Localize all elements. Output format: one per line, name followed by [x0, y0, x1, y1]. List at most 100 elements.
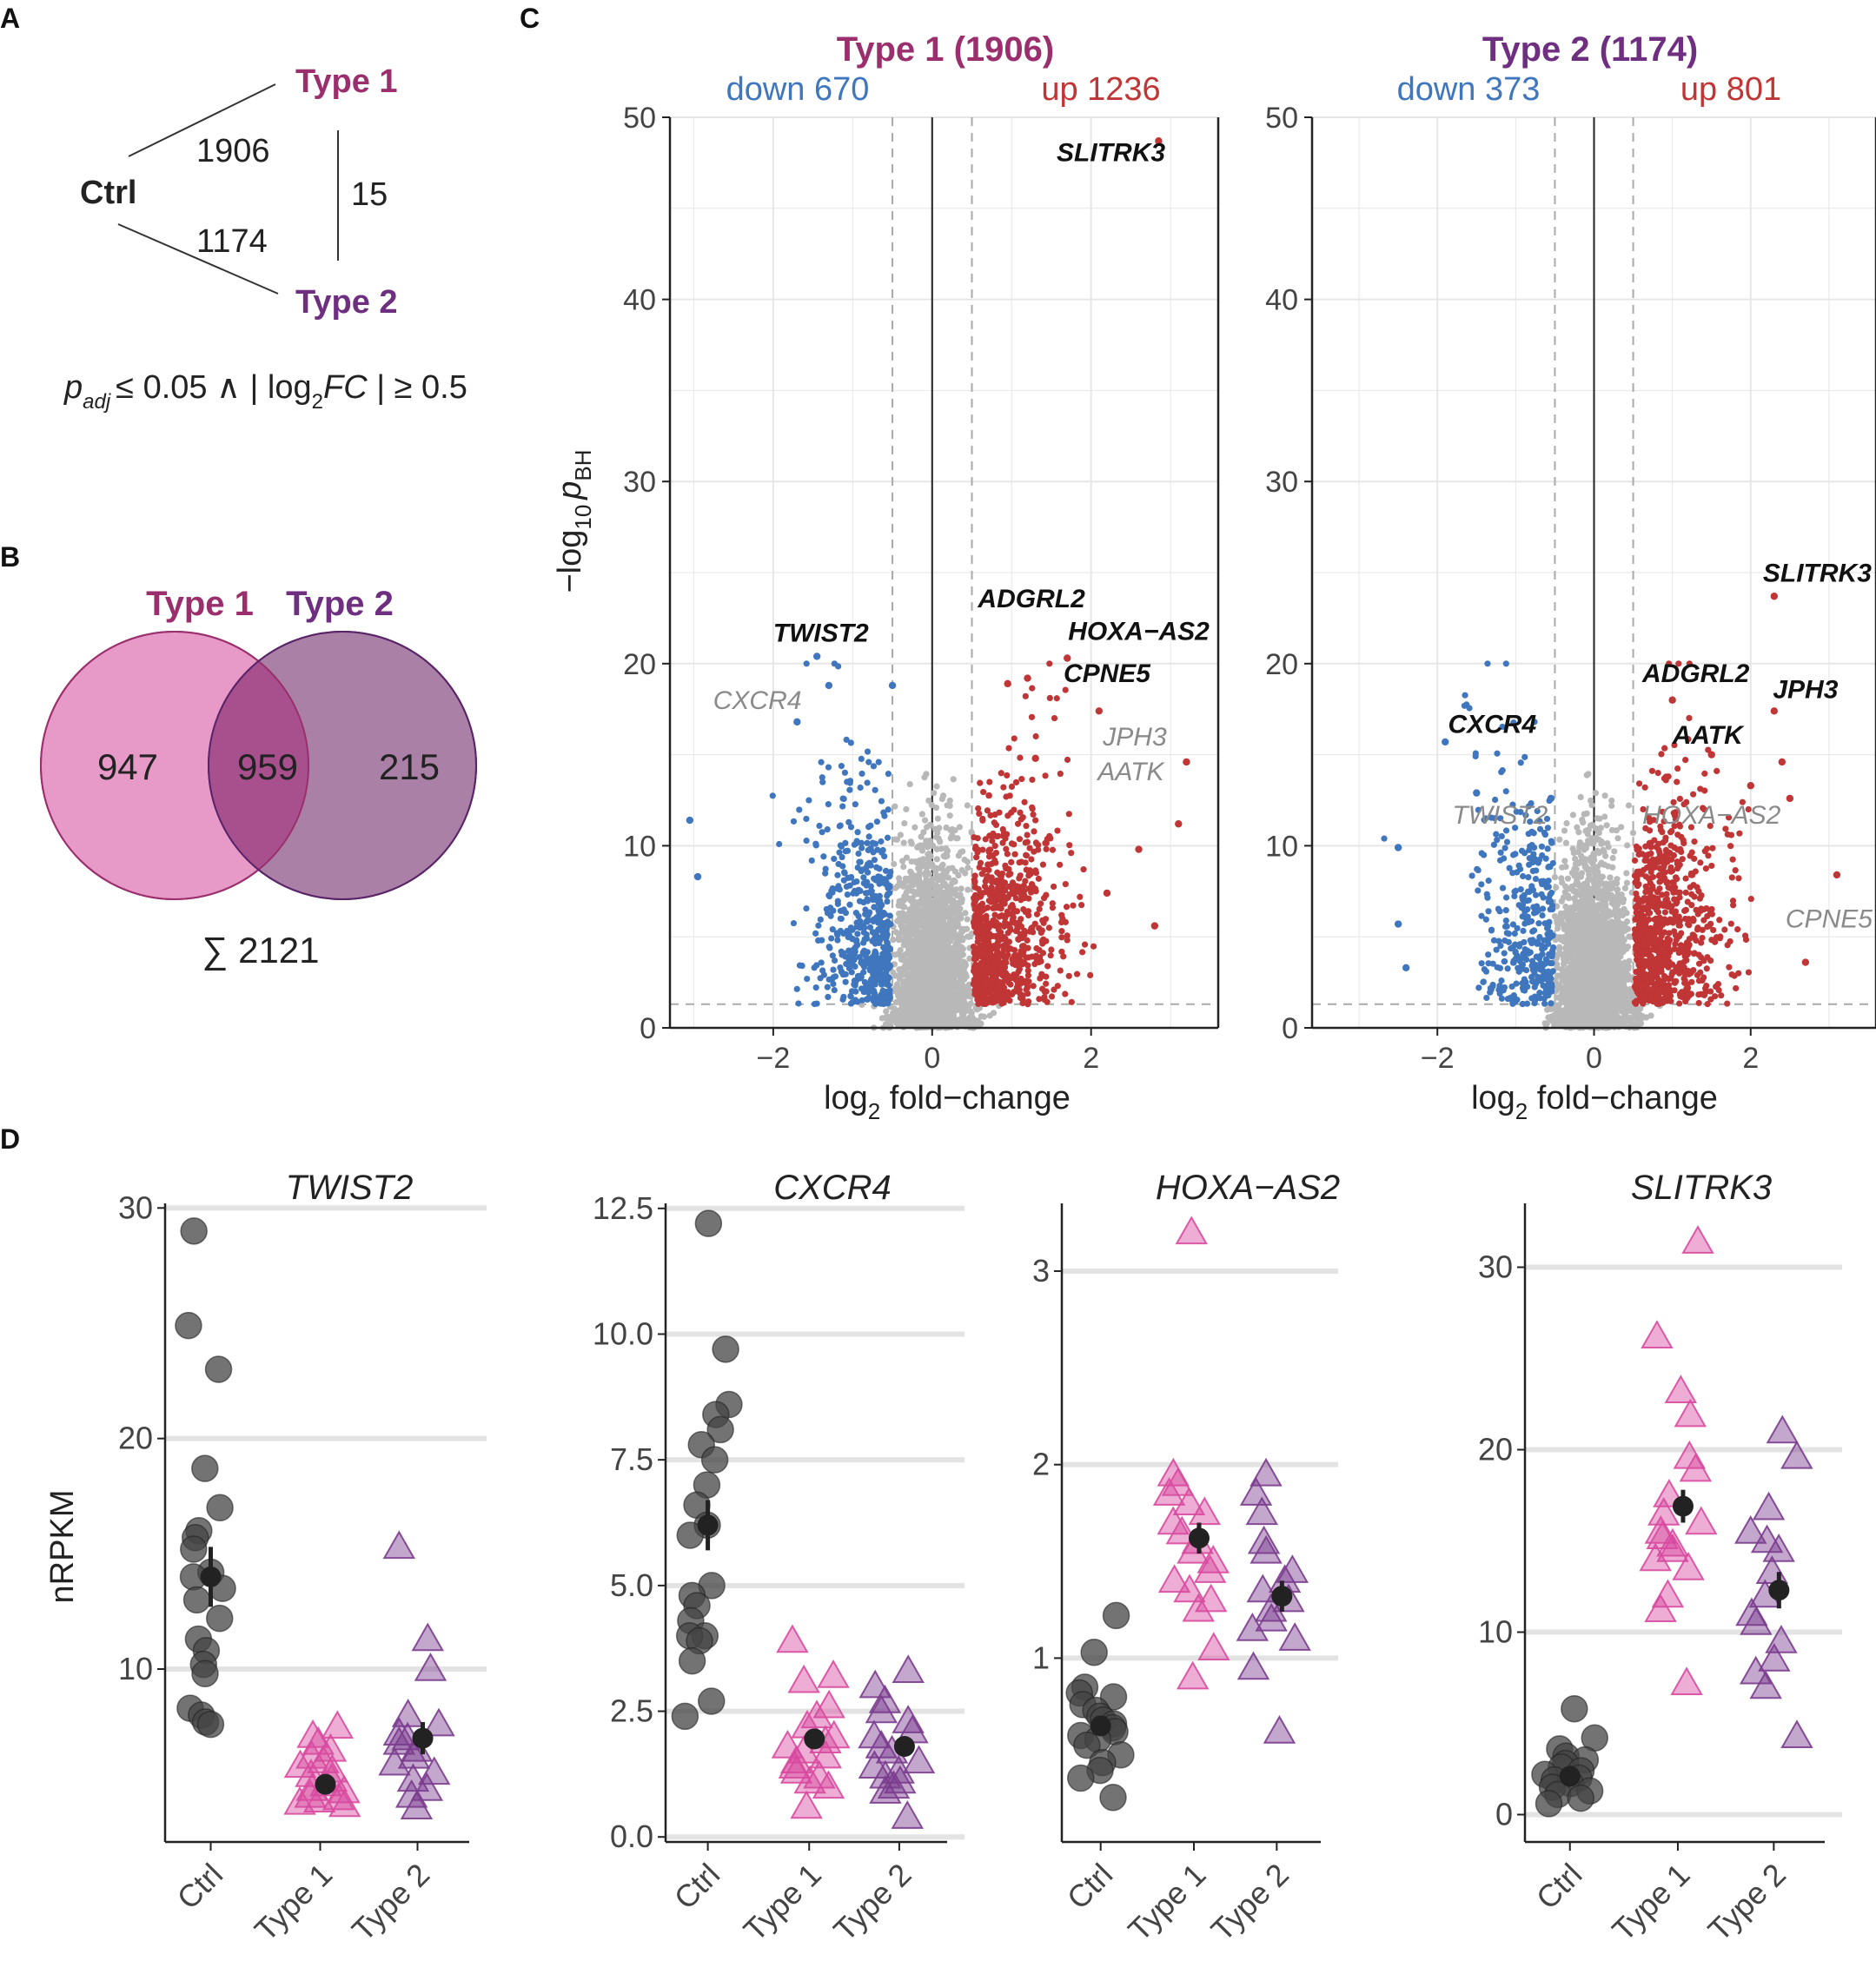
point-down: [845, 964, 853, 972]
point-down: [873, 818, 880, 825]
point-ns: [906, 780, 913, 788]
point-ns: [909, 872, 916, 879]
point-ns: [1556, 836, 1563, 843]
point-up: [1009, 890, 1016, 898]
point-ns: [964, 802, 971, 809]
point-up: [1030, 983, 1037, 990]
point-ns: [931, 906, 938, 913]
point-ns: [974, 1017, 981, 1024]
volcano1-down-count: down 670: [726, 71, 870, 108]
point-highlight: [1004, 679, 1011, 688]
point-up: [1038, 937, 1046, 944]
point-ns: [1647, 1012, 1654, 1019]
point-down: [881, 853, 888, 860]
point-down: [805, 797, 812, 804]
point-ns: [958, 1015, 965, 1022]
point-ns: [915, 843, 923, 850]
point-ns: [1623, 870, 1630, 877]
point-ns: [965, 993, 972, 1000]
point-down: [885, 882, 892, 889]
point-ns: [892, 972, 898, 979]
point-ns: [917, 937, 924, 944]
volcano2-up-count: up 801: [1680, 71, 1781, 108]
point-up: [1020, 948, 1027, 955]
point-up: [992, 859, 999, 866]
point-up: [999, 898, 1007, 904]
venn-only-type1: 947: [97, 746, 158, 787]
point-ns: [916, 884, 923, 891]
venn-outline-type1: [40, 631, 309, 900]
point-ns: [925, 797, 932, 805]
point-down: [862, 957, 869, 964]
point-down: [834, 871, 841, 878]
point-up: [976, 810, 983, 818]
point-up: [1025, 895, 1032, 902]
point-down: [769, 792, 776, 799]
point-ns: [931, 939, 938, 947]
point-ns: [898, 910, 905, 917]
point-up: [1042, 772, 1049, 779]
point-down: [826, 892, 833, 900]
point-ns: [905, 919, 911, 926]
point-up: [994, 942, 1002, 949]
point-down: [830, 966, 837, 973]
gene-label: ADGRL2: [977, 585, 1085, 613]
point-down: [865, 869, 872, 876]
point-up: [1043, 845, 1050, 852]
point-up: [1043, 980, 1050, 987]
point-ns: [1561, 858, 1568, 865]
point-up: [977, 779, 984, 786]
point-down: [839, 996, 846, 1003]
point-up: [1032, 867, 1039, 874]
point-ns: [918, 847, 926, 854]
point-up: [1017, 754, 1024, 761]
point-down: [844, 891, 851, 898]
point-ns: [1629, 830, 1637, 837]
panel-b-letter: B: [0, 541, 20, 573]
point-ns: [926, 914, 934, 921]
point-ns: [927, 922, 935, 929]
point-ns: [909, 966, 916, 973]
point-up: [1045, 924, 1052, 931]
point-up: [1008, 809, 1015, 816]
point-down: [825, 801, 832, 808]
point-ns: [918, 1000, 925, 1008]
point-ns: [931, 1008, 938, 1015]
point-down: [853, 924, 860, 931]
venn-only-type2: 215: [379, 746, 440, 787]
point-down: [825, 976, 832, 983]
point-ns: [928, 972, 935, 979]
point-down: [878, 994, 885, 1001]
point-up: [1018, 858, 1025, 865]
point-up: [984, 919, 991, 927]
point-highlight: [1024, 674, 1031, 682]
point-down: [831, 855, 838, 863]
point-ns: [897, 995, 905, 1003]
point-up: [1000, 784, 1007, 791]
y-tick-label: 40: [623, 284, 656, 317]
point-ns: [959, 937, 966, 944]
point-ns: [918, 911, 925, 918]
point-up: [1010, 914, 1017, 921]
point-up: [1018, 916, 1024, 923]
point-down: [886, 912, 893, 919]
point-down: [858, 845, 865, 851]
y-tick-label: 20: [623, 648, 656, 681]
point-down: [853, 878, 860, 885]
point-down: [808, 857, 815, 865]
point-up: [997, 881, 1004, 888]
point-down: [841, 869, 848, 876]
point-ns: [912, 948, 919, 955]
point-ns: [954, 995, 962, 1002]
point-up: [1029, 685, 1036, 692]
point-up: [1023, 823, 1030, 830]
point-up: [1057, 967, 1064, 974]
point-ns: [931, 865, 938, 871]
point-ns: [952, 915, 959, 922]
point-ns: [951, 1006, 958, 1013]
point-up: [1036, 946, 1043, 954]
point-up: [1011, 841, 1018, 848]
point-ns: [893, 981, 901, 988]
point-ns: [947, 933, 954, 940]
point-down: [835, 860, 842, 868]
